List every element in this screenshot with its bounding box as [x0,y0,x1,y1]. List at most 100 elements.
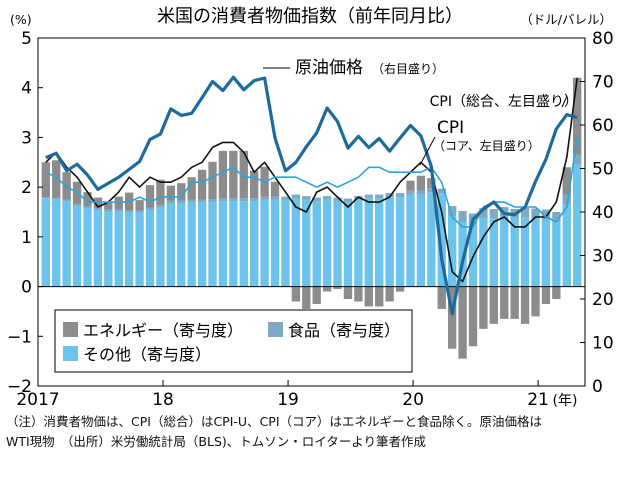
bar-energy [166,185,176,201]
bar-food [239,198,248,202]
bar-energy [531,286,540,317]
bar-energy [104,201,113,210]
bar-other [239,201,248,287]
bar-other [197,202,207,287]
bar-other [541,219,551,287]
bar-food [114,209,123,212]
bar-food [343,198,353,203]
bar-food [427,188,436,193]
bar-food [562,194,571,205]
legend-swatch [268,322,283,337]
bar-energy [458,286,467,359]
left-tick-label: 3 [21,128,32,148]
bar-energy [291,286,301,302]
bar-energy [541,286,551,304]
legend-swatch [63,322,78,337]
right-tick-label: 30 [592,247,614,267]
bar-other [406,194,415,287]
bar-energy [343,286,353,299]
bar-energy [52,160,61,198]
bar-energy [406,180,415,191]
cpi-chart: 米国の消費者物価指数（前年同月比） (%) （ドル/バレル） −2 −1 0 1 2 3 4… [7,6,614,410]
bar-food [479,208,488,218]
bar-food [156,204,165,208]
bar-other [552,221,561,287]
bar-energy [218,150,228,199]
bar-other [166,203,176,287]
bar-food [395,193,405,198]
bar-energy [395,286,405,292]
bar-other [395,197,405,287]
bar-other [343,202,353,287]
legend-label: その他（寄与度） [83,345,211,364]
bar-energy [437,286,446,309]
bar-other [437,193,446,287]
oil-annotation-sub: （右目盛り） [372,61,444,76]
bar-food [145,207,155,210]
bar-food [104,209,113,212]
bar-energy [416,175,426,191]
left-tick-label: 4 [21,79,32,99]
bar-energy [520,286,530,324]
bar-food [322,196,332,200]
x-tick-label: 20 [402,390,424,410]
bar-food [166,200,176,204]
bar-energy [145,185,155,208]
bar-energy [375,286,384,307]
bar-food [416,190,426,195]
bar-food [552,212,561,222]
right-tick-label: 40 [592,203,614,223]
left-tick-label: −1 [7,327,32,347]
bar-food [177,200,186,204]
bar-food [333,197,342,202]
bar-energy [333,286,342,290]
bar-energy [62,172,71,200]
bar-energy [510,286,519,319]
bar-food [270,196,280,200]
bar-other [93,209,103,287]
bar-other [124,212,134,287]
bar-food [281,196,290,200]
bar-other [260,199,269,287]
bar-other [72,206,82,287]
bar-other [531,217,540,287]
bar-food [302,196,311,200]
bar-other [322,199,332,287]
bar-other [333,201,342,287]
bar-energy [239,150,248,199]
bar-energy [208,161,217,200]
bar-food [573,154,582,165]
bar-other [489,217,499,287]
left-tick-label: 0 [21,278,32,298]
bar-energy [489,286,499,324]
bar-energy [427,178,436,189]
bar-food [72,204,82,207]
bar-energy [322,286,332,292]
bar-energy [312,286,321,304]
footnote-line-1: （注）消費者物価は、CPI（総合）はCPI-U、CPI（コア）はエネルギーと食品… [6,414,543,429]
bar-food [541,209,551,220]
x-tick-label: 18 [152,390,174,410]
bar-energy [250,170,259,199]
bar-food [520,208,530,217]
right-tick-label: 10 [592,334,614,354]
bar-energy [270,181,280,197]
bar-energy [447,286,457,349]
bar-food [312,197,321,202]
right-axis-unit: （ドル/バレル） [520,12,612,27]
right-tick-label: 20 [592,290,614,310]
footnote-line-2: WTI現物 （出所）米労働統計局（BLS)、トムソン・ロイターより筆者作成 [6,434,427,449]
bar-other [52,199,61,287]
bar-other [229,201,238,287]
bar-food [489,209,499,218]
bar-other [62,201,71,287]
bar-other [458,221,467,287]
legend-label: 食品（寄与度） [288,321,400,340]
bar-food [531,208,540,218]
bar-energy [479,286,488,329]
right-tick-label: 50 [592,160,614,180]
left-axis-unit: (%) [10,12,32,27]
cpi-core-annotation-leader [419,136,436,166]
bar-food [187,199,196,203]
bar-other [135,212,144,287]
